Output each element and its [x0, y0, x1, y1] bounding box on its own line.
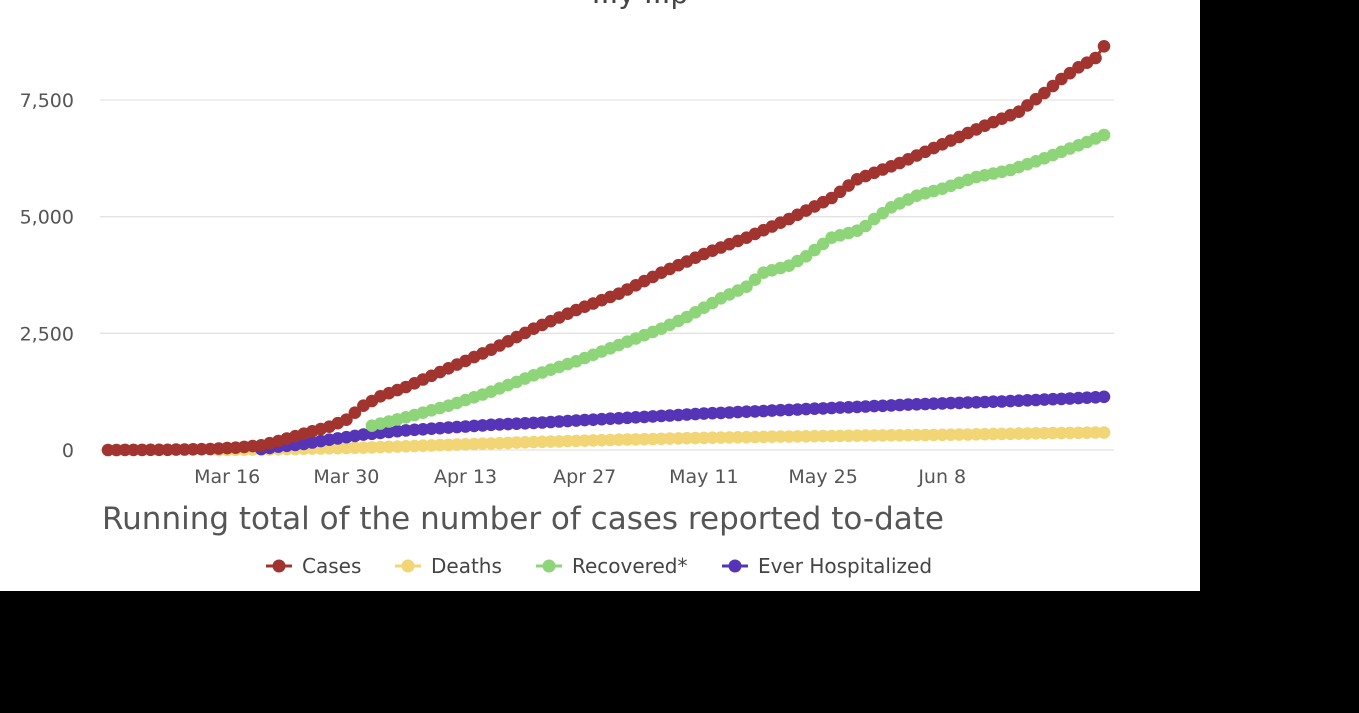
- legend-marker: [542, 559, 556, 573]
- data-point: [859, 219, 872, 233]
- x-tick-label: May 11: [669, 466, 739, 488]
- legend-item[interactable]: Ever Hospitalized: [722, 554, 932, 578]
- gridlines: [100, 99, 1114, 451]
- y-tick-label: 5,000: [20, 207, 74, 229]
- series-group: [101, 40, 1111, 457]
- series-recovered: [365, 128, 1111, 433]
- line-chart: 0 2,500 5,000 7,500 Mar 16 Mar 30 Apr 13 Apr 2…: [20, 0, 1114, 578]
- data-point: [348, 406, 362, 420]
- data-point: [1097, 128, 1111, 142]
- x-tick-label: May 25: [788, 466, 858, 488]
- y-tick-label: 2,500: [20, 323, 74, 345]
- legend-marker: [728, 559, 742, 573]
- data-point: [748, 273, 762, 287]
- legend: Cases Deaths Recovered* Ever Hospitalized: [266, 554, 932, 578]
- y-tick-label: 0: [62, 440, 74, 462]
- legend-label: Deaths: [431, 554, 502, 578]
- legend-marker: [401, 559, 415, 573]
- legend-label: Ever Hospitalized: [758, 554, 932, 578]
- y-axis-ticks: 0 2,500 5,000 7,500: [20, 90, 74, 462]
- data-point: [1038, 86, 1051, 100]
- x-axis-ticks: Mar 16 Mar 30 Apr 13 Apr 27 May 11 May 25 Jun …: [194, 466, 966, 488]
- legend-item[interactable]: Deaths: [395, 554, 502, 578]
- data-point: [1089, 51, 1102, 65]
- series-ever-hospitalized: [254, 390, 1111, 456]
- x-tick-label: Apr 27: [553, 466, 616, 488]
- data-point: [340, 413, 353, 427]
- data-point: [740, 280, 753, 294]
- legend-marker: [272, 559, 286, 573]
- data-point: [1046, 79, 1060, 93]
- series-line: [108, 45, 1106, 452]
- legend-label: Recovered*: [572, 554, 687, 578]
- x-tick-label: Mar 16: [194, 466, 260, 488]
- chart-title-cropped: ...y ...p: [592, 0, 689, 10]
- data-point: [1097, 426, 1111, 439]
- data-point: [1097, 390, 1111, 404]
- legend-item[interactable]: Cases: [266, 554, 361, 578]
- x-tick-label: Mar 30: [313, 466, 379, 488]
- legend-item[interactable]: Recovered*: [536, 554, 687, 578]
- x-tick-label: Apr 13: [434, 466, 497, 488]
- x-tick-label: Jun 8: [917, 466, 966, 488]
- data-point: [1097, 40, 1111, 53]
- chart-subtitle: Running total of the number of cases rep…: [102, 501, 944, 537]
- chart-panel: 0 2,500 5,000 7,500 Mar 16 Mar 30 Apr 13 Apr 2…: [0, 0, 1200, 591]
- series-cases: [101, 40, 1111, 457]
- y-tick-label: 7,500: [20, 90, 74, 112]
- legend-label: Cases: [302, 554, 361, 578]
